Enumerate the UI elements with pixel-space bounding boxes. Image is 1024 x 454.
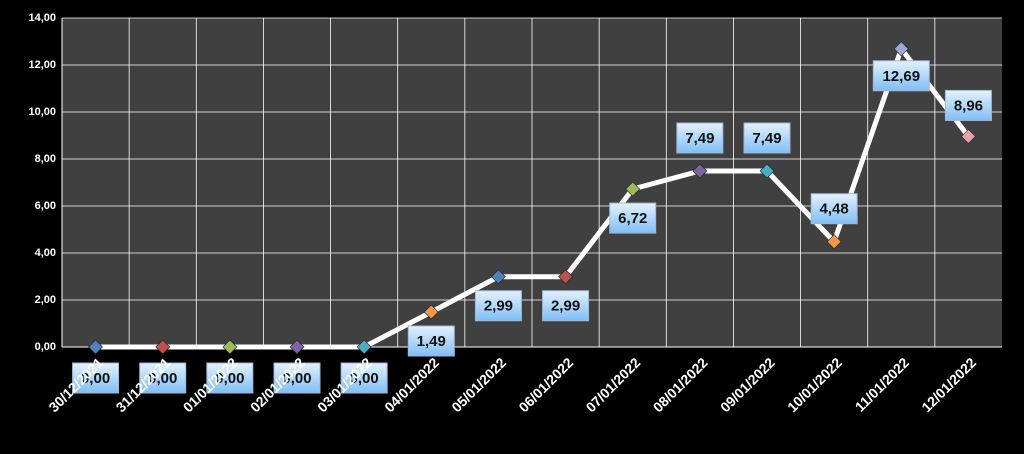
data-label-box [206,362,254,394]
data-label: 4,48 [820,201,849,218]
data-label: 7,49 [685,130,714,147]
marker [826,234,842,250]
data-label: 1,49 [417,333,446,350]
y-tick-label: 12,00 [28,59,56,71]
data-label-box [609,202,657,234]
data-label-box [743,122,791,154]
data-label: 0,00 [350,370,379,387]
marker [625,181,641,197]
marker [961,129,976,144]
data-label-box [872,60,930,92]
series-line [95,46,971,350]
marker [222,339,238,355]
marker [356,339,372,355]
marker [692,163,708,179]
marker [558,269,573,285]
data-label-box [810,193,858,225]
data-label: 0,00 [215,370,244,387]
data-label-box [542,290,590,322]
y-tick-label: 8,00 [35,153,56,165]
data-label-box [676,122,724,154]
data-label: 0,00 [81,370,110,387]
y-tick-label: 10,00 [28,106,56,118]
marker [491,269,506,285]
data-label-box [474,290,522,322]
data-label: 2,99 [551,298,580,315]
data-label: 2,99 [484,298,513,315]
y-tick-label: 4,00 [35,247,56,259]
marker [893,41,909,57]
data-label: 8,96 [954,97,983,114]
data-label-box [72,362,120,394]
data-label: 0,00 [148,370,177,387]
data-label: 0,00 [282,370,311,387]
marker [759,163,775,179]
marker [88,339,103,355]
marker [155,339,171,355]
data-label-box [340,362,388,394]
y-tick-label: 0,00 [35,341,56,353]
data-label-box [273,362,321,394]
data-label: 6,72 [618,210,647,227]
data-label: 12,69 [883,68,921,85]
y-tick-label: 14,00 [28,12,56,24]
y-tick-label: 2,00 [35,294,56,306]
data-label-box [139,362,187,394]
data-label: 7,49 [752,130,781,147]
marker [289,339,305,355]
y-tick-label: 6,00 [35,200,56,212]
data-label-box [407,325,455,357]
marker [423,304,439,320]
data-label-box [944,89,992,121]
